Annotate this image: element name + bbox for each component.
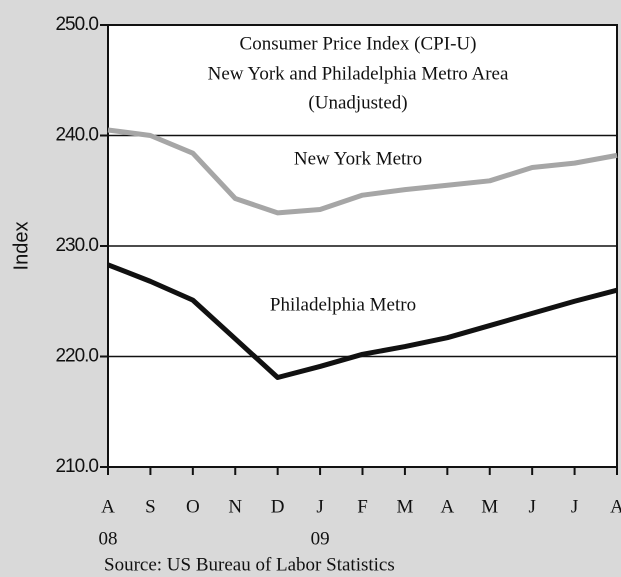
x-tick-label: M bbox=[396, 496, 413, 517]
x-tick-label: J bbox=[528, 496, 535, 517]
x-tick-label: A bbox=[101, 496, 115, 517]
series-line bbox=[107, 262, 618, 380]
x-tick-label: D bbox=[271, 496, 285, 517]
source: Source: US Bureau of Labor Statistics bbox=[104, 554, 395, 575]
x-tick-label: N bbox=[228, 496, 242, 517]
series-label: New York Metro bbox=[294, 148, 422, 169]
x-tick-label: A bbox=[610, 496, 621, 517]
y-tick-label: 220.0 bbox=[55, 346, 98, 367]
chart-title: New York and Philadelphia Metro Area bbox=[208, 63, 509, 84]
x-tick-label: J bbox=[316, 496, 323, 517]
x-tick-label: M bbox=[481, 496, 498, 517]
series-line bbox=[107, 127, 618, 216]
x-tick-label: J bbox=[571, 496, 578, 517]
series-label: Philadelphia Metro bbox=[270, 294, 416, 315]
y-tick-label: 240.0 bbox=[55, 125, 98, 146]
y-tick-label: 250.0 bbox=[55, 14, 98, 35]
chart-title: Consumer Price Index (CPI-U) bbox=[240, 33, 477, 54]
y-axis-label: Index bbox=[10, 222, 32, 271]
x-tick-label: O bbox=[186, 496, 200, 517]
x-tick-label: F bbox=[357, 496, 368, 517]
x-year-label: 09 bbox=[311, 528, 330, 549]
x-tick-label: S bbox=[145, 496, 156, 517]
y-tick-label: 230.0 bbox=[55, 235, 98, 256]
x-tick-label: A bbox=[440, 496, 454, 517]
x-year-label: 08 bbox=[99, 528, 118, 549]
chart-title: (Unadjusted) bbox=[308, 92, 407, 113]
y-tick-label: 210.0 bbox=[55, 456, 98, 477]
